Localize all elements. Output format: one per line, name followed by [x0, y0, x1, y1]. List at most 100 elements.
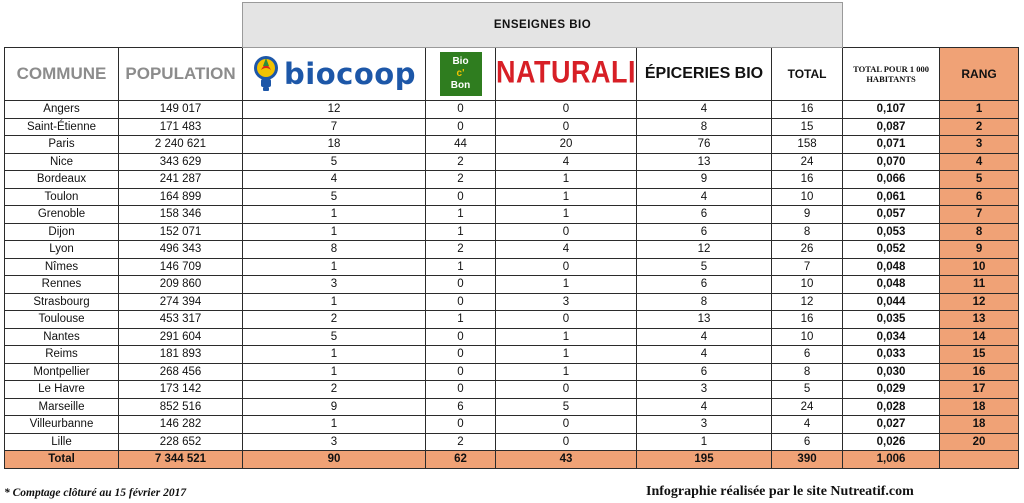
- cell-biocoop: 5: [242, 187, 426, 206]
- cell-biocoop: 1: [242, 345, 426, 364]
- cell-epiceries: 3: [636, 415, 772, 434]
- cell-biocoop: 1: [242, 362, 426, 381]
- cell-per-1000: 0,033: [842, 345, 941, 364]
- cell-rang: 4: [939, 152, 1020, 171]
- cell-per-1000: 0,107: [842, 100, 941, 119]
- cell-naturalia: 3: [495, 292, 637, 311]
- cell-rang: 6: [939, 187, 1020, 206]
- cell-population: 173 142: [118, 380, 243, 399]
- table-row: Strasbourg 274 394 1 0 3 8 12 0,044 12: [4, 292, 1020, 311]
- cell-total: 16: [770, 310, 844, 329]
- cell-biocoop: 7: [242, 117, 426, 136]
- cell-biocoop: 4: [242, 170, 426, 189]
- cell-commune: Villeurbanne: [4, 415, 119, 434]
- table-row: Nantes 291 604 5 0 1 4 10 0,034 14: [4, 327, 1020, 346]
- cell-population: 171 483: [118, 117, 243, 136]
- table-row: Le Havre 173 142 2 0 0 3 5 0,029 17: [4, 380, 1020, 399]
- cell-rang: 3: [939, 135, 1020, 154]
- total-cell-naturalia: 43: [495, 450, 637, 469]
- cell-per-1000: 0,044: [842, 292, 941, 311]
- cell-naturalia: 4: [495, 152, 637, 171]
- biocoop-wordmark: biocoop: [284, 56, 416, 91]
- cell-per-1000: 0,048: [842, 275, 941, 294]
- cell-biocoop: 1: [242, 415, 426, 434]
- cell-epiceries: 4: [636, 345, 772, 364]
- table-row: Toulouse 453 317 2 1 0 13 16 0,035 13: [4, 310, 1020, 329]
- cell-rang: 5: [939, 170, 1020, 189]
- cell-total: 10: [770, 275, 844, 294]
- biobon-line3: Bon: [450, 80, 471, 91]
- total-cell-rang: [939, 450, 1020, 469]
- total-cell-total: 390: [770, 450, 844, 469]
- group-title: ENSEIGNES BIO: [241, 2, 844, 48]
- cell-epiceries: 8: [636, 292, 772, 311]
- cell-population: 228 652: [118, 432, 243, 451]
- header-rang: RANG: [939, 47, 1020, 101]
- cell-epiceries: 6: [636, 205, 772, 224]
- cell-total: 6: [770, 432, 844, 451]
- table-row: Lyon 496 343 8 2 4 12 26 0,052 9: [4, 240, 1020, 259]
- cell-naturalia: 0: [495, 415, 637, 434]
- cell-epiceries: 4: [636, 187, 772, 206]
- header-biocoop-logo: biocoop: [242, 47, 426, 101]
- cell-biobon: 0: [425, 292, 496, 311]
- naturalia-wordmark: NATURALIA: [496, 54, 636, 89]
- cell-epiceries: 6: [636, 362, 772, 381]
- cell-commune: Dijon: [4, 222, 119, 241]
- cell-epiceries: 3: [636, 380, 772, 399]
- cell-naturalia: 0: [495, 222, 637, 241]
- cell-per-1000: 0,026: [842, 432, 941, 451]
- cell-commune: Saint-Étienne: [4, 117, 119, 136]
- cell-naturalia: 0: [495, 310, 637, 329]
- cell-population: 152 071: [118, 222, 243, 241]
- cell-biocoop: 5: [242, 152, 426, 171]
- cell-per-1000: 0,048: [842, 257, 941, 276]
- cell-total: 158: [770, 135, 844, 154]
- cell-population: 2 240 621: [118, 135, 243, 154]
- cell-biocoop: 1: [242, 205, 426, 224]
- cell-commune: Toulon: [4, 187, 119, 206]
- cell-per-1000: 0,035: [842, 310, 941, 329]
- cell-commune: Lyon: [4, 240, 119, 259]
- cell-epiceries: 4: [636, 397, 772, 416]
- cell-population: 181 893: [118, 345, 243, 364]
- cell-total: 5: [770, 380, 844, 399]
- total-cell-population: 7 344 521: [118, 450, 243, 469]
- footnote: * Comptage clôturé au 15 février 2017: [4, 487, 187, 499]
- cell-per-1000: 0,066: [842, 170, 941, 189]
- cell-commune: Nice: [4, 152, 119, 171]
- header-per-1000: TOTAL POUR 1 000 HABITANTS: [842, 47, 941, 101]
- cell-commune: Nantes: [4, 327, 119, 346]
- table-row: Angers 149 017 12 0 0 4 16 0,107 1: [4, 100, 1020, 119]
- cell-population: 291 604: [118, 327, 243, 346]
- table-row: Marseille 852 516 9 6 5 4 24 0,028 18: [4, 397, 1020, 416]
- cell-biobon: 0: [425, 275, 496, 294]
- cell-population: 146 282: [118, 415, 243, 434]
- cell-total: 8: [770, 222, 844, 241]
- cell-commune: Marseille: [4, 397, 119, 416]
- biobon-logo: Bio c' Bon: [439, 52, 482, 96]
- table-row: Rennes 209 860 3 0 1 6 10 0,048 11: [4, 275, 1020, 294]
- table-row: Saint-Étienne 171 483 7 0 0 8 15 0,087 2: [4, 117, 1020, 136]
- cell-biocoop: 18: [242, 135, 426, 154]
- cell-epiceries: 1: [636, 432, 772, 451]
- cell-naturalia: 1: [495, 345, 637, 364]
- cell-population: 164 899: [118, 187, 243, 206]
- cell-rang: 16: [939, 362, 1020, 381]
- cell-population: 453 317: [118, 310, 243, 329]
- cell-per-1000: 0,061: [842, 187, 941, 206]
- cell-total: 16: [770, 170, 844, 189]
- cell-naturalia: 5: [495, 397, 637, 416]
- cell-epiceries: 6: [636, 222, 772, 241]
- cell-epiceries: 12: [636, 240, 772, 259]
- cell-naturalia: 20: [495, 135, 637, 154]
- cell-biobon: 0: [425, 362, 496, 381]
- cell-naturalia: 0: [495, 380, 637, 399]
- cell-population: 496 343: [118, 240, 243, 259]
- cell-rang: 18: [939, 415, 1020, 434]
- cell-biobon: 0: [425, 117, 496, 136]
- cell-total: 4: [770, 415, 844, 434]
- cell-epiceries: 76: [636, 135, 772, 154]
- cell-total: 10: [770, 327, 844, 346]
- cell-epiceries: 9: [636, 170, 772, 189]
